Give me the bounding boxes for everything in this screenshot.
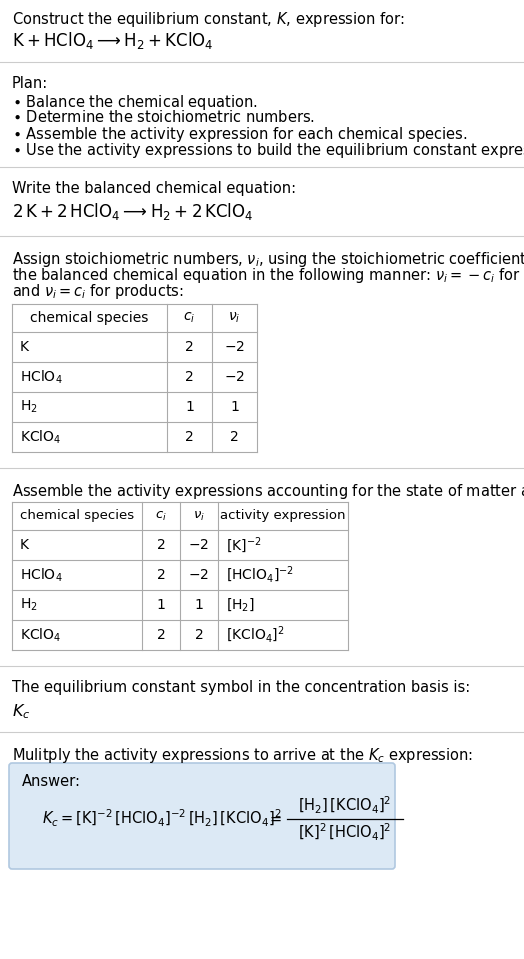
Text: 2: 2 bbox=[157, 538, 166, 552]
Text: 2: 2 bbox=[157, 628, 166, 642]
Text: $\mathrm{KClO_4}$: $\mathrm{KClO_4}$ bbox=[20, 626, 61, 643]
Text: $\mathrm{HClO_4}$: $\mathrm{HClO_4}$ bbox=[20, 368, 62, 386]
Text: $[\mathrm{K}]^{-2}$: $[\mathrm{K}]^{-2}$ bbox=[226, 535, 261, 555]
Text: K: K bbox=[20, 340, 29, 354]
Text: $\bullet$ Balance the chemical equation.: $\bullet$ Balance the chemical equation. bbox=[12, 93, 257, 112]
Text: $\nu_i$: $\nu_i$ bbox=[193, 509, 205, 523]
Text: $-2$: $-2$ bbox=[224, 340, 245, 354]
Text: $-2$: $-2$ bbox=[189, 538, 210, 552]
Text: $\bullet$ Determine the stoichiometric numbers.: $\bullet$ Determine the stoichiometric n… bbox=[12, 109, 315, 125]
Text: activity expression: activity expression bbox=[220, 509, 346, 523]
Text: $c_i$: $c_i$ bbox=[183, 311, 195, 325]
Text: Assign stoichiometric numbers, $\nu_i$, using the stoichiometric coefficients, $: Assign stoichiometric numbers, $\nu_i$, … bbox=[12, 250, 524, 269]
Text: $-2$: $-2$ bbox=[224, 370, 245, 384]
Text: chemical species: chemical species bbox=[30, 311, 149, 325]
Text: Answer:: Answer: bbox=[22, 774, 81, 789]
FancyBboxPatch shape bbox=[9, 763, 395, 869]
Text: $\mathrm{K + HClO_4 \longrightarrow H_2 + KClO_4}$: $\mathrm{K + HClO_4 \longrightarrow H_2 … bbox=[12, 30, 214, 51]
Text: 1: 1 bbox=[230, 400, 239, 414]
Text: $c_i$: $c_i$ bbox=[155, 509, 167, 523]
Text: $[\mathrm{HClO_4}]^{-2}$: $[\mathrm{HClO_4}]^{-2}$ bbox=[226, 565, 294, 585]
Text: $[\mathrm{H_2}]$: $[\mathrm{H_2}]$ bbox=[226, 596, 255, 614]
Text: the balanced chemical equation in the following manner: $\nu_i = -c_i$ for react: the balanced chemical equation in the fo… bbox=[12, 266, 524, 285]
Text: 2: 2 bbox=[194, 628, 203, 642]
Text: The equilibrium constant symbol in the concentration basis is:: The equilibrium constant symbol in the c… bbox=[12, 680, 470, 695]
Text: $\mathrm{H_2}$: $\mathrm{H_2}$ bbox=[20, 399, 38, 415]
Text: and $\nu_i = c_i$ for products:: and $\nu_i = c_i$ for products: bbox=[12, 282, 184, 301]
Text: 2: 2 bbox=[230, 430, 239, 444]
Text: $[\mathrm{H_2}]\,[\mathrm{KClO_4}]^2$: $[\mathrm{H_2}]\,[\mathrm{KClO_4}]^2$ bbox=[298, 794, 391, 815]
Text: Assemble the activity expressions accounting for the state of matter and $\nu_i$: Assemble the activity expressions accoun… bbox=[12, 482, 524, 501]
Text: $[\mathrm{K}]^2\,[\mathrm{HClO_4}]^2$: $[\mathrm{K}]^2\,[\mathrm{HClO_4}]^2$ bbox=[298, 822, 391, 843]
Text: $\bullet$ Assemble the activity expression for each chemical species.: $\bullet$ Assemble the activity expressi… bbox=[12, 125, 467, 144]
Text: $K_c = [\mathrm{K}]^{-2}\,[\mathrm{HClO_4}]^{-2}\,[\mathrm{H_2}]\,[\mathrm{KClO_: $K_c = [\mathrm{K}]^{-2}\,[\mathrm{HClO_… bbox=[42, 807, 281, 829]
Text: $\mathrm{HClO_4}$: $\mathrm{HClO_4}$ bbox=[20, 567, 62, 584]
Text: K: K bbox=[20, 538, 29, 552]
Text: $[\mathrm{KClO_4}]^2$: $[\mathrm{KClO_4}]^2$ bbox=[226, 625, 285, 645]
Text: Construct the equilibrium constant, $K$, expression for:: Construct the equilibrium constant, $K$,… bbox=[12, 10, 405, 29]
Text: $=$: $=$ bbox=[267, 810, 282, 826]
Text: $-2$: $-2$ bbox=[189, 568, 210, 582]
Text: $\mathrm{2\,K + 2\,HClO_4 \longrightarrow H_2 + 2\,KClO_4}$: $\mathrm{2\,K + 2\,HClO_4 \longrightarro… bbox=[12, 201, 254, 222]
Text: 2: 2 bbox=[185, 340, 194, 354]
Text: $\nu_i$: $\nu_i$ bbox=[228, 311, 241, 325]
Text: $\mathrm{KClO_4}$: $\mathrm{KClO_4}$ bbox=[20, 429, 61, 446]
Text: chemical species: chemical species bbox=[20, 509, 134, 523]
Text: Mulitply the activity expressions to arrive at the $K_c$ expression:: Mulitply the activity expressions to arr… bbox=[12, 746, 473, 765]
Text: 2: 2 bbox=[157, 568, 166, 582]
Text: Plan:: Plan: bbox=[12, 76, 48, 91]
Text: $\bullet$ Use the activity expressions to build the equilibrium constant express: $\bullet$ Use the activity expressions t… bbox=[12, 141, 524, 160]
Text: Write the balanced chemical equation:: Write the balanced chemical equation: bbox=[12, 181, 296, 196]
Text: 1: 1 bbox=[157, 598, 166, 612]
Text: 2: 2 bbox=[185, 430, 194, 444]
Text: $\mathrm{H_2}$: $\mathrm{H_2}$ bbox=[20, 596, 38, 613]
Text: 1: 1 bbox=[194, 598, 203, 612]
Text: 2: 2 bbox=[185, 370, 194, 384]
Text: $K_c$: $K_c$ bbox=[12, 702, 30, 721]
Text: 1: 1 bbox=[185, 400, 194, 414]
